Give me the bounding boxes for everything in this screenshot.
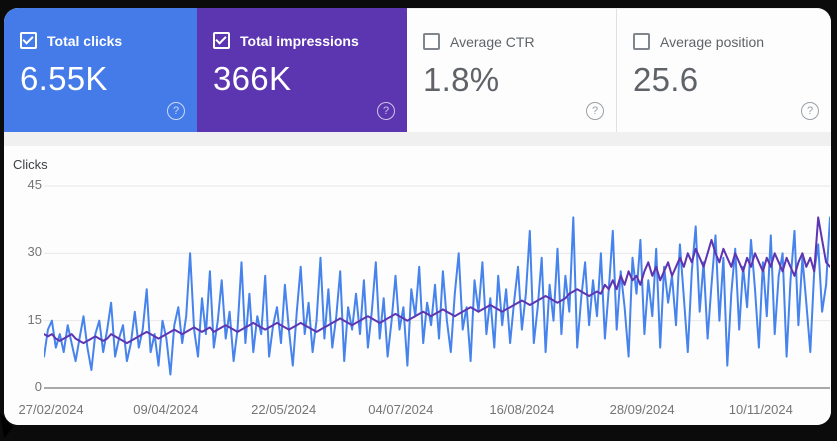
y-tick-30: 30 <box>27 244 42 260</box>
checkbox-total-clicks[interactable] <box>20 32 37 49</box>
card-label-total-clicks: Total clicks <box>47 32 123 49</box>
metric-cards-row: Total clicks 6.55K ? Total impressions 3… <box>4 8 831 132</box>
x-tick-date: 22/05/2024 <box>251 402 317 417</box>
x-tick-date: 04/07/2024 <box>368 402 434 417</box>
card-label-average-position: Average position <box>660 33 765 50</box>
card-total-clicks[interactable]: Total clicks 6.55K ? <box>4 8 197 132</box>
card-average-position[interactable]: Average position 25.6 ? <box>616 8 831 132</box>
section-divider <box>4 132 831 146</box>
checkbox-average-position[interactable] <box>633 33 650 50</box>
checkbox-average-ctr[interactable] <box>423 33 440 50</box>
y-tick-45: 45 <box>27 177 42 192</box>
performance-report-panel: Total clicks 6.55K ? Total impressions 3… <box>4 8 831 425</box>
checkbox-total-impressions[interactable] <box>213 32 230 49</box>
card-label-total-impressions: Total impressions <box>240 32 359 49</box>
card-value-average-position: 25.6 <box>633 61 699 98</box>
y-tick-15: 15 <box>27 311 42 327</box>
help-icon[interactable]: ? <box>801 102 819 120</box>
chart-plot-area[interactable] <box>44 178 830 394</box>
performance-line-chart[interactable]: Clicks 45 30 15 0 27/02/2024 09/04/2024 … <box>4 146 831 425</box>
card-header: Total impressions <box>213 32 393 49</box>
help-icon[interactable]: ? <box>377 102 395 120</box>
y-axis-title: Clicks <box>13 157 48 172</box>
card-value-average-ctr: 1.8% <box>423 61 500 98</box>
card-total-impressions[interactable]: Total impressions 366K ? <box>197 8 407 132</box>
x-tick-date: 27/02/2024 <box>18 402 84 417</box>
card-header: Average CTR <box>423 33 602 50</box>
x-tick-date: 28/09/2024 <box>609 402 675 417</box>
card-value-total-impressions: 366K <box>213 60 292 97</box>
card-average-ctr[interactable]: Average CTR 1.8% ? <box>407 8 616 132</box>
x-tick-date: 16/08/2024 <box>489 402 555 417</box>
y-tick-0: 0 <box>34 379 42 394</box>
card-value-total-clicks: 6.55K <box>20 60 108 97</box>
card-header: Average position <box>633 33 817 50</box>
x-tick-date: 09/04/2024 <box>133 402 199 417</box>
x-tick-date: 10/11/2024 <box>728 402 793 417</box>
card-label-average-ctr: Average CTR <box>450 33 535 50</box>
help-icon[interactable]: ? <box>167 102 185 120</box>
card-header: Total clicks <box>20 32 183 49</box>
help-icon[interactable]: ? <box>586 102 604 120</box>
